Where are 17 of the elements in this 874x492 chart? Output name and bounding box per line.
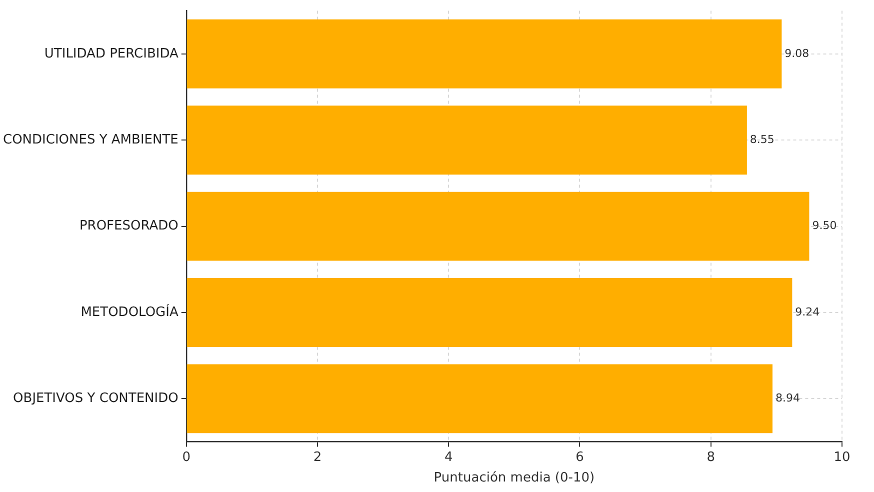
x-tick-label: 0: [182, 450, 191, 465]
y-tick-label: OBJETIVOS Y CONTENIDO: [13, 391, 178, 406]
data-label: 8.55: [750, 132, 774, 146]
data-label: 9.50: [812, 219, 837, 232]
x-tick-label: 10: [834, 450, 850, 465]
x-tick-label: 6: [576, 450, 584, 465]
y-tick-label: UTILIDAD PERCIBIDA: [44, 46, 178, 62]
x-tick-label: 4: [444, 450, 453, 465]
data-label: 9.24: [795, 305, 820, 318]
data-label: 9.08: [784, 46, 810, 60]
x-axis-title: Puntuación media (0-10): [434, 470, 595, 486]
data-label: 8.94: [776, 392, 800, 405]
y-tick-label: METODOLOGÍA: [80, 302, 178, 320]
y-tick-label: PROFESORADO: [79, 218, 178, 234]
y-tick-label: CONDICIONES Y AMBIENTE: [3, 132, 178, 148]
x-tick-label: 2: [313, 450, 322, 465]
x-tick-label: 8: [706, 450, 716, 465]
